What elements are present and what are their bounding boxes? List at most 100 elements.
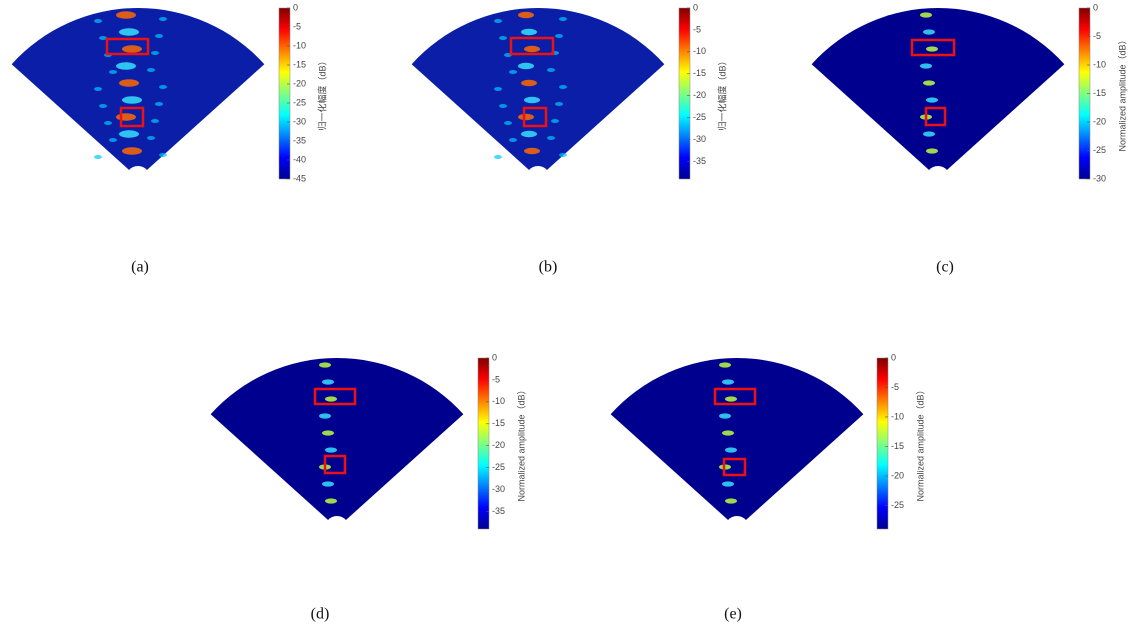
spot: [122, 96, 142, 104]
spot: [499, 36, 507, 40]
colorbar-tick-label: -20: [693, 90, 706, 100]
colorbar-tick-label: -25: [891, 500, 904, 510]
spot: [559, 17, 567, 21]
spot: [122, 45, 142, 53]
spot: [719, 413, 731, 418]
colorbar-tick-label: -30: [1093, 173, 1106, 183]
colorbar-tick-label: -25: [1093, 145, 1106, 155]
spot: [155, 34, 163, 38]
colorbar-tick-label: 0: [1093, 2, 1098, 12]
colorbar-tick-label: -15: [492, 418, 505, 428]
spot: [155, 102, 163, 106]
colorbar-tick-label: 0: [693, 2, 698, 12]
spot: [920, 12, 932, 17]
spot: [559, 85, 567, 89]
spot: [119, 79, 139, 87]
colorbar-tick-label: -20: [293, 78, 306, 88]
colorbar-tick-label: -5: [693, 24, 701, 34]
colorbar-tick-label: -25: [492, 462, 505, 472]
spot: [494, 155, 502, 159]
panel: 0-5-10-15-20-25-30Normalized amplitude（d…: [812, 2, 1128, 275]
sector-image: [412, 8, 665, 170]
spot: [94, 19, 102, 23]
spot: [518, 63, 534, 69]
colorbar-label: Normalized amplitude（dB）: [1117, 35, 1127, 151]
spot: [926, 148, 938, 153]
colorbar-tick-label: -10: [693, 46, 706, 56]
spot: [151, 51, 159, 55]
spot: [521, 29, 537, 35]
colorbar-tick-label: -5: [492, 374, 500, 384]
colorbar-tick-label: -20: [891, 470, 904, 480]
sector-image: [211, 358, 464, 520]
spot: [494, 87, 502, 91]
colorbar-tick-label: -5: [293, 21, 301, 31]
spot: [555, 34, 563, 38]
spot: [94, 155, 102, 159]
spot: [524, 97, 540, 103]
colorbar-label: Normalized amplitude（dB）: [516, 385, 526, 501]
spot: [322, 379, 334, 384]
spot: [325, 396, 337, 401]
spot: [524, 46, 540, 52]
colorbar: [877, 358, 888, 529]
spot: [94, 87, 102, 91]
spot: [499, 104, 507, 108]
colorbar-tick-label: -10: [891, 411, 904, 421]
spot: [159, 85, 167, 89]
spot: [555, 102, 563, 106]
spot: [104, 121, 112, 125]
colorbar: [679, 8, 690, 179]
panel-label: (c): [936, 259, 954, 276]
panel: 0-5-10-15-20-25-30-35Normalized amplitud…: [211, 352, 527, 622]
spot: [722, 430, 734, 435]
spot: [147, 136, 155, 140]
colorbar-tick-label: -10: [492, 396, 505, 406]
spot: [319, 413, 331, 418]
panel-label: (d): [311, 606, 330, 623]
spot: [551, 119, 559, 123]
panel-label: (e): [724, 606, 742, 623]
colorbar-tick-label: -20: [492, 440, 505, 450]
spot: [109, 70, 117, 74]
spot: [325, 498, 337, 503]
colorbar-tick-label: -5: [891, 382, 899, 392]
spot: [151, 119, 159, 123]
spot: [926, 97, 938, 102]
spot: [725, 447, 737, 452]
colorbar-tick-label: -40: [293, 154, 306, 164]
colorbar-tick-label: 0: [492, 352, 497, 362]
colorbar-tick-label: 0: [293, 2, 298, 12]
spot: [518, 114, 534, 120]
spot: [547, 68, 555, 72]
sector-image: [812, 8, 1065, 170]
colorbar-tick-label: -10: [1093, 59, 1106, 69]
colorbar-tick-label: -35: [693, 156, 706, 166]
colorbar-label: 归一化幅度（dB）: [316, 56, 327, 130]
spot: [494, 19, 502, 23]
spot: [926, 46, 938, 51]
colorbar-tick-label: -35: [293, 135, 306, 145]
colorbar-label: 归一化幅度（dB）: [716, 56, 727, 130]
spot: [319, 362, 331, 367]
colorbar-tick-label: 0: [891, 352, 896, 362]
spot: [923, 29, 935, 34]
colorbar-tick-label: -30: [492, 484, 505, 494]
colorbar-tick-label: -15: [293, 59, 306, 69]
colorbar-tick-label: -5: [1093, 31, 1101, 41]
spot: [322, 481, 334, 486]
spot: [119, 28, 139, 36]
spot: [719, 362, 731, 367]
spot: [116, 62, 136, 70]
spot: [116, 11, 136, 19]
spot: [518, 12, 534, 18]
spot: [923, 80, 935, 85]
colorbar-label: Normalized amplitude（dB）: [915, 385, 925, 501]
colorbar-tick-label: -10: [293, 40, 306, 50]
colorbar-tick-label: -30: [293, 116, 306, 126]
spot: [504, 121, 512, 125]
colorbar-tick-label: -20: [1093, 116, 1106, 126]
colorbar-tick-label: -45: [293, 173, 306, 183]
